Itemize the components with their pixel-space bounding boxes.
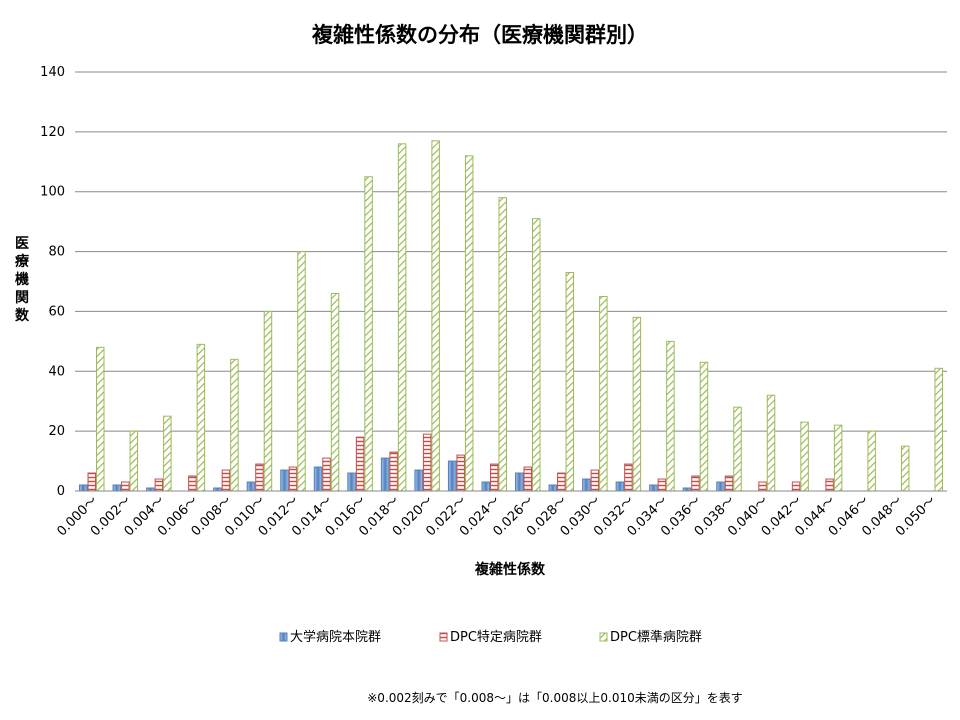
bar-university <box>380 457 390 492</box>
bar-standard <box>330 292 340 492</box>
bar-specific <box>724 475 734 492</box>
bar-university <box>79 484 88 492</box>
y-axis-title-char: 医 <box>15 236 29 252</box>
bar-university <box>481 481 490 492</box>
bar-standard <box>297 251 306 492</box>
bar-university <box>414 469 423 492</box>
y-tick-label: 0 <box>57 484 65 499</box>
bar-specific <box>121 481 130 492</box>
bar-university <box>649 484 658 492</box>
bar-specific <box>456 454 465 492</box>
bar-standard <box>96 346 105 492</box>
bar-specific <box>825 478 834 492</box>
bar-specific <box>154 478 164 492</box>
bar-specific <box>758 481 767 492</box>
bar-specific <box>288 466 298 492</box>
bar-standard <box>532 218 541 492</box>
bar-standard <box>867 430 876 492</box>
bar-specific <box>624 463 633 492</box>
bar-specific <box>791 481 801 492</box>
bar-specific <box>557 472 566 492</box>
bar-university <box>582 478 591 492</box>
bar-specific <box>188 475 197 492</box>
y-axis-title-char: 関 <box>15 290 29 306</box>
bar-university <box>280 469 289 492</box>
bar-specific <box>355 436 365 492</box>
bar-specific <box>87 472 97 492</box>
bar-specific <box>657 478 667 492</box>
bar-standard <box>263 310 273 492</box>
chart-title: 複雑性係数の分布（医療機関群別） <box>311 23 648 47</box>
bar-standard <box>464 155 474 492</box>
bar-standard <box>934 367 943 492</box>
bar-university <box>347 472 356 492</box>
bar-specific <box>523 466 533 492</box>
legend-swatch <box>599 632 608 642</box>
bar-university <box>313 466 323 492</box>
bar-specific <box>489 463 499 492</box>
y-tick-label: 40 <box>48 364 65 379</box>
legend: 大学病院本院群 DPC特定病院群 DPC標準病院群 <box>279 629 702 645</box>
bar-university <box>246 481 256 492</box>
bar-standard <box>800 421 809 492</box>
bar-university <box>615 481 625 492</box>
legend-label: DPC特定病院群 <box>450 630 542 645</box>
y-axis-title: 医療機関数 <box>15 236 30 324</box>
y-axis-title-char: 数 <box>15 307 30 324</box>
y-tick-label: 80 <box>48 245 65 260</box>
bar-specific <box>322 457 331 492</box>
bar-standard <box>163 415 172 492</box>
y-tick-label: 120 <box>40 125 65 140</box>
x-axis-ticks: 0.000～0.002～0.004～0.006～0.008～0.010～0.01… <box>54 493 939 539</box>
bar-university <box>112 484 122 492</box>
bar-standard <box>733 406 742 492</box>
y-axis-ticks: 0 20 40 60 80 100 120 140 <box>40 65 65 499</box>
bar-university <box>548 484 558 492</box>
footnote: ※0.002刻みで「0.008～」は「0.008以上0.010未満の区分」を表す <box>367 691 742 705</box>
y-tick-label: 140 <box>40 65 65 80</box>
bar-specific <box>221 469 231 492</box>
bar-standard <box>431 140 440 492</box>
bar-standard <box>833 424 843 492</box>
y-tick-label: 100 <box>40 185 65 200</box>
bar-standard <box>565 272 575 492</box>
bar-standard <box>699 361 709 492</box>
bar-standard <box>666 340 675 492</box>
legend-item: DPC標準病院群 <box>599 629 702 645</box>
bar-standard <box>196 343 206 492</box>
bar-standard <box>632 316 642 492</box>
bar-specific <box>590 469 600 492</box>
bar-specific <box>255 463 264 492</box>
legend-label: 大学病院本院群 <box>290 629 381 645</box>
bar-standard <box>129 430 139 492</box>
bar-specific <box>422 433 432 492</box>
bar-university <box>716 481 725 492</box>
bar-standard <box>498 197 507 492</box>
legend-item: 大学病院本院群 <box>279 629 381 645</box>
bar-university <box>515 472 524 492</box>
bar-standard <box>766 394 776 492</box>
bar-standard <box>599 295 608 492</box>
x-axis-title: 複雑性係数 <box>474 561 546 578</box>
bar-specific <box>389 451 398 492</box>
bars <box>79 140 943 492</box>
legend-item: DPC特定病院群 <box>439 630 542 645</box>
legend-swatch <box>279 632 288 642</box>
bar-university <box>447 460 457 492</box>
bar-standard <box>397 143 407 492</box>
bar-standard <box>900 445 910 492</box>
y-axis-title-char: 機 <box>15 271 29 288</box>
bar-standard <box>230 358 239 492</box>
y-tick-label: 60 <box>48 304 65 319</box>
y-tick-label: 20 <box>48 424 65 439</box>
legend-swatch <box>439 632 448 642</box>
bar-standard <box>364 176 373 492</box>
gridlines <box>75 71 947 432</box>
y-axis-title-char: 療 <box>15 253 30 270</box>
legend-label: DPC標準病院群 <box>610 629 702 645</box>
bar-specific <box>691 475 700 492</box>
